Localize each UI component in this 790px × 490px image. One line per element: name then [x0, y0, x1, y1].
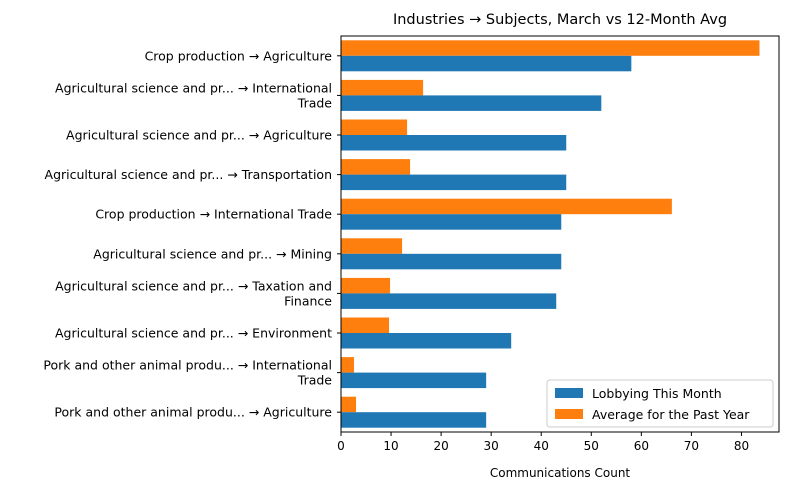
bar-lobbying-this-month — [341, 95, 602, 111]
legend-label: Lobbying This Month — [592, 386, 722, 401]
y-tick-label: Agricultural science and pr... → Taxatio… — [55, 278, 332, 308]
bars-group — [341, 40, 760, 428]
bar-average-past-year — [341, 119, 408, 135]
bar-lobbying-this-month — [341, 293, 557, 309]
bar-average-past-year — [341, 238, 403, 254]
bar-average-past-year — [341, 159, 411, 175]
x-axis-label: Communications Count — [490, 466, 631, 480]
bar-lobbying-this-month — [341, 412, 487, 428]
bar-lobbying-this-month — [341, 214, 562, 230]
bar-average-past-year — [341, 40, 760, 56]
x-tick-label: 40 — [534, 439, 549, 453]
y-tick-label: Pork and other animal produ... → Agricul… — [54, 405, 332, 420]
chart-title: Industries → Subjects, March vs 12-Month… — [393, 12, 727, 28]
bar-lobbying-this-month — [341, 55, 632, 72]
bar-average-past-year — [341, 396, 357, 413]
bar-average-past-year — [341, 79, 424, 96]
y-tick-label: Pork and other animal produ... → Interna… — [43, 358, 332, 388]
legend-box — [546, 379, 774, 428]
y-tick-label: Crop production → Agriculture — [145, 48, 333, 63]
bar-lobbying-this-month — [341, 372, 487, 389]
bar-average-past-year — [341, 357, 355, 373]
x-tick-label: 0 — [337, 439, 345, 453]
x-tick-label: 10 — [383, 439, 398, 453]
legend-swatch — [555, 409, 583, 419]
x-tick-label: 70 — [684, 439, 699, 453]
x-tick-label: 50 — [584, 439, 599, 453]
bar-lobbying-this-month — [341, 174, 567, 191]
x-tick-label: 80 — [734, 439, 749, 453]
bar-lobbying-this-month — [341, 135, 567, 151]
x-axis-ticks: 0 10 20 30 40 50 60 70 80 — [337, 432, 749, 453]
y-tick-label: Crop production → International Trade — [95, 207, 332, 222]
legend-label: Average for the Past Year — [592, 407, 750, 422]
bar-lobbying-this-month — [341, 333, 512, 349]
y-tick-label: Agricultural science and pr... → Interna… — [55, 80, 332, 110]
y-axis-ticks: Crop production → Agriculture Agricultura… — [43, 48, 341, 420]
bar-lobbying-this-month — [341, 253, 562, 270]
legend: Lobbying This Month Average for the Past … — [546, 379, 774, 428]
y-tick-label: Agricultural science and pr... → Environ… — [55, 326, 332, 341]
y-tick-label: Agricultural science and pr... → Mining — [93, 246, 332, 261]
y-tick-label: Agricultural science and pr... → Transpo… — [45, 167, 332, 182]
x-tick-label: 20 — [433, 439, 448, 453]
bar-average-past-year — [341, 277, 391, 294]
plot-frame — [340, 35, 780, 433]
y-tick-label: Agricultural science and pr... → Agricul… — [66, 128, 332, 143]
legend-swatch — [555, 388, 583, 398]
bar-average-past-year — [341, 198, 672, 215]
bar-average-past-year — [341, 317, 390, 333]
x-tick-label: 60 — [634, 439, 649, 453]
x-tick-label: 30 — [484, 439, 499, 453]
